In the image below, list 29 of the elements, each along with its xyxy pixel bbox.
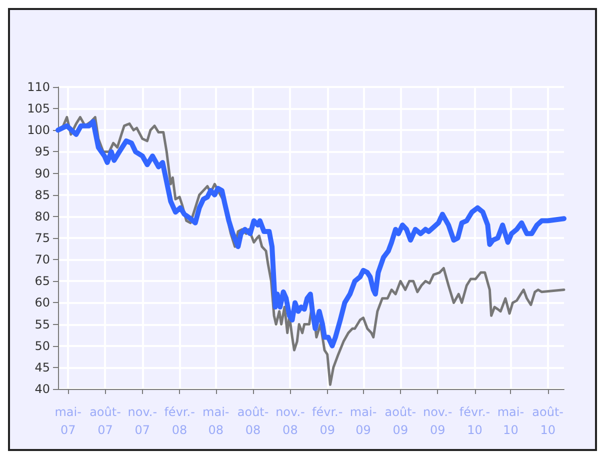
y-tick-label: 95: [34, 144, 50, 159]
y-tick-label: 100: [27, 123, 50, 138]
y-tick-label: 105: [27, 102, 50, 116]
x-tick-label: août-09: [384, 405, 416, 437]
x-tick-label: mai-10: [497, 405, 524, 437]
y-tick-label: 65: [34, 274, 50, 288]
y-tick-label: 75: [34, 231, 50, 245]
x-tick-label: août-10: [532, 405, 564, 437]
x-tick-label: nov.-07: [128, 405, 158, 437]
x-tick-label: août-08: [237, 405, 269, 437]
x-tick-label: févr.-08: [164, 405, 195, 437]
y-tick-label: 90: [34, 166, 50, 180]
x-tick-label: mai-09: [350, 405, 377, 437]
x-tick-label: nov.-09: [422, 405, 452, 437]
y-tick-label: 50: [34, 338, 50, 353]
y-tick-label: 70: [34, 252, 50, 267]
y-tick-label: 55: [34, 317, 50, 332]
x-tick-label: août-07: [90, 405, 121, 437]
y-tick-label: 85: [34, 188, 50, 202]
x-tick-label: févr.-09: [312, 405, 343, 437]
x-tick-label: mai-08: [202, 405, 230, 437]
x-tick-label: mai-07: [54, 405, 82, 437]
y-tick-label: 110: [27, 80, 50, 94]
y-tick-label: 45: [34, 360, 50, 374]
x-tick-label: févr.-10: [459, 405, 490, 437]
y-tick-label: 80: [34, 209, 50, 224]
x-tick-label: nov.-08: [276, 405, 305, 437]
y-tick-label: 40: [34, 382, 50, 396]
y-tick-label: 60: [34, 296, 50, 310]
